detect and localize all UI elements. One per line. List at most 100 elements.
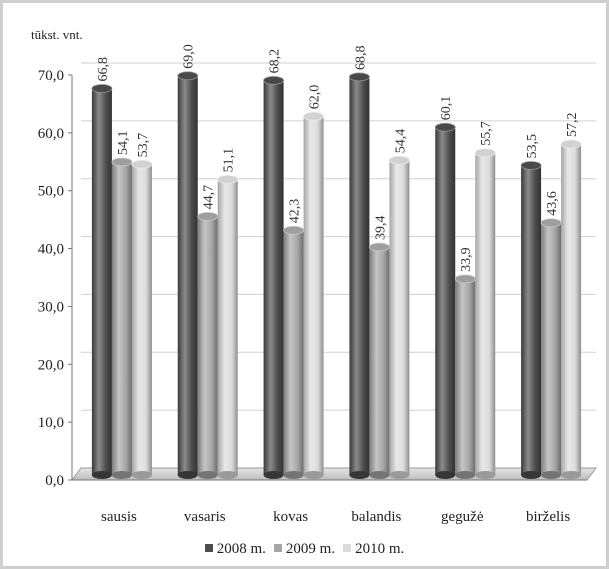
data-label: 53,7 xyxy=(136,133,151,158)
bar-2010-m--birželis xyxy=(560,139,582,479)
bar-top xyxy=(389,155,410,165)
bar-body xyxy=(197,216,218,475)
legend: 2008 m. 2009 m. 2010 m. xyxy=(0,541,609,558)
bar-2008-m--birželis xyxy=(520,161,542,479)
bar-body xyxy=(91,88,112,475)
data-label: 62,0 xyxy=(308,85,323,110)
bar-base xyxy=(561,471,582,479)
y-tick-label: 70,0 xyxy=(38,68,64,84)
bar-body xyxy=(263,80,284,476)
bar-2010-m--sausis xyxy=(131,159,153,479)
legend-label: 2008 m. xyxy=(216,541,266,557)
data-label: 53,5 xyxy=(525,134,540,159)
data-label: 66,8 xyxy=(96,57,111,81)
legend-item: 2008 m. xyxy=(204,541,266,558)
data-label: 33,9 xyxy=(459,247,474,272)
bar-base xyxy=(455,471,476,479)
y-tick-label: 10,0 xyxy=(38,415,64,431)
data-label: 68,2 xyxy=(268,49,283,74)
bar-top xyxy=(283,225,304,235)
y-tick-label: 0,0 xyxy=(45,473,64,489)
legend-swatch xyxy=(273,544,282,552)
category-label-balandis: balandis xyxy=(351,509,401,525)
bar-body xyxy=(131,164,152,476)
bar-body xyxy=(541,222,562,475)
data-label: 42,3 xyxy=(288,199,303,224)
bar-top xyxy=(303,111,324,121)
bar-top xyxy=(349,72,370,82)
axes: 0,0 10,0 20,0 30,0 40,0 50,0 60,0 70,0 sausis vas… xyxy=(38,62,597,525)
data-label: 68,8 xyxy=(353,45,368,70)
bar-body xyxy=(369,247,390,475)
y-tick-label: 30,0 xyxy=(38,299,64,315)
bar-top xyxy=(540,218,562,228)
legend-item: 2009 m. xyxy=(273,541,336,558)
bar-top xyxy=(111,157,133,167)
category-label-birželis: birželis xyxy=(526,509,570,525)
bar-2010-m--kovas xyxy=(303,111,324,479)
bar-body xyxy=(177,75,198,476)
bar-2009-m--gegužė xyxy=(454,274,476,479)
bar-2009-m--sausis xyxy=(111,157,133,479)
y-tick-label: 40,0 xyxy=(38,242,64,258)
bar-top xyxy=(434,122,456,132)
bar-2009-m--vasaris xyxy=(197,211,219,479)
bar-base xyxy=(521,471,542,479)
bar-2010-m--vasaris xyxy=(217,174,239,479)
bar-base xyxy=(217,471,238,479)
bar-top xyxy=(369,242,390,252)
data-label: 69,0 xyxy=(182,44,197,69)
legend-item: 2010 m. xyxy=(343,541,404,558)
category-label-vasaris: vasaris xyxy=(184,509,226,525)
bar-top xyxy=(177,71,199,81)
bar-body xyxy=(475,152,496,475)
bar-top xyxy=(560,139,582,149)
bar-body xyxy=(561,144,582,476)
y-tick-label: 60,0 xyxy=(38,126,64,142)
bar-base xyxy=(541,471,562,479)
bar-top xyxy=(263,76,284,85)
data-labels: 66,8 54,1 53,7 69,0 44,7 51,1 68,2 42,3 62,0 68,8… xyxy=(96,44,580,272)
bar-base xyxy=(369,471,390,479)
bar-2009-m--balandis xyxy=(369,242,390,479)
bar-base xyxy=(475,471,496,479)
bar-2008-m--gegužė xyxy=(434,122,456,479)
bars xyxy=(91,71,582,479)
bar-base xyxy=(389,471,410,479)
bar-base xyxy=(197,471,218,479)
bar-base xyxy=(263,471,284,479)
data-label: 55,7 xyxy=(479,121,494,146)
bar-body xyxy=(389,160,410,475)
bar-base xyxy=(91,471,112,479)
bar-top xyxy=(520,161,542,170)
bar-2008-m--balandis xyxy=(349,72,370,479)
data-label: 60,1 xyxy=(439,96,454,121)
bar-body xyxy=(283,230,304,475)
legend-label: 2009 m. xyxy=(285,541,336,557)
bar-base xyxy=(177,471,198,479)
data-label: 54,4 xyxy=(393,129,408,154)
bar-top xyxy=(454,274,476,284)
bar-body xyxy=(111,161,132,475)
bar-base xyxy=(349,471,370,479)
category-label-kovas: kovas xyxy=(273,509,308,525)
bar-2008-m--sausis xyxy=(91,84,113,479)
category-label-gegužė: gegužė xyxy=(441,509,484,525)
data-label: 43,6 xyxy=(545,191,560,216)
bar-top xyxy=(474,148,496,158)
bar-top xyxy=(217,174,239,184)
y-axis-unit-label: tūkst. vnt. xyxy=(31,27,83,42)
bar-base xyxy=(131,471,152,479)
data-label: 44,7 xyxy=(202,185,217,210)
bar-body xyxy=(455,278,476,475)
bar-2010-m--gegužė xyxy=(474,148,496,479)
data-label: 39,4 xyxy=(373,216,388,241)
bar-base xyxy=(283,471,304,479)
bar-2008-m--vasaris xyxy=(177,71,199,479)
data-label: 51,1 xyxy=(222,148,237,173)
legend-swatch xyxy=(204,544,213,552)
legend-swatch xyxy=(343,544,352,552)
bar-base xyxy=(111,471,132,479)
bar-2009-m--birželis xyxy=(540,218,562,479)
